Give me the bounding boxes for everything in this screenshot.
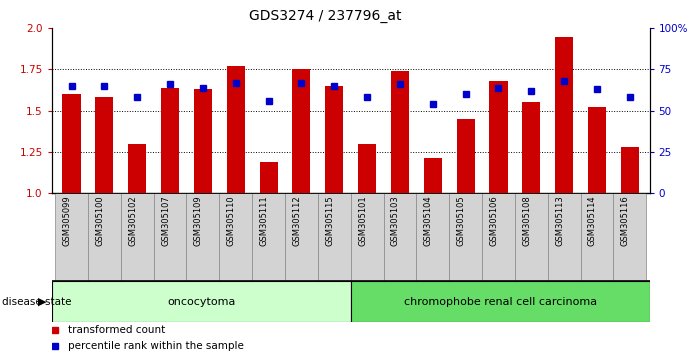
Bar — [62, 94, 81, 193]
Bar — [449, 193, 482, 281]
Bar — [55, 193, 88, 281]
Bar — [555, 36, 573, 193]
Text: GSM305112: GSM305112 — [292, 195, 301, 246]
Bar — [88, 193, 121, 281]
Bar — [580, 193, 614, 281]
Text: GSM305103: GSM305103 — [391, 195, 400, 246]
Bar — [194, 89, 212, 193]
Text: GSM305109: GSM305109 — [194, 195, 203, 246]
Text: transformed count: transformed count — [68, 325, 166, 335]
Bar — [457, 119, 475, 193]
Bar — [384, 193, 417, 281]
Bar — [548, 193, 580, 281]
Bar — [614, 193, 646, 281]
Bar — [358, 144, 376, 193]
Bar — [482, 193, 515, 281]
Text: GSM305105: GSM305105 — [457, 195, 466, 246]
Bar — [95, 97, 113, 193]
Bar — [292, 69, 310, 193]
Text: GSM305104: GSM305104 — [424, 195, 433, 246]
Text: GSM305111: GSM305111 — [260, 195, 269, 246]
Bar — [621, 147, 639, 193]
Text: oncocytoma: oncocytoma — [167, 297, 236, 307]
Bar — [219, 193, 252, 281]
Text: GSM305115: GSM305115 — [325, 195, 334, 246]
Text: GSM305110: GSM305110 — [227, 195, 236, 246]
Bar — [285, 193, 318, 281]
Text: GSM305114: GSM305114 — [588, 195, 597, 246]
Bar — [515, 193, 548, 281]
Text: GDS3274 / 237796_at: GDS3274 / 237796_at — [249, 9, 401, 23]
Bar — [260, 162, 278, 193]
Text: chromophobe renal cell carcinoma: chromophobe renal cell carcinoma — [404, 297, 596, 307]
Bar — [350, 193, 384, 281]
Text: percentile rank within the sample: percentile rank within the sample — [68, 341, 244, 351]
Text: GSM305099: GSM305099 — [62, 195, 72, 246]
Bar — [252, 193, 285, 281]
Bar — [522, 102, 540, 193]
Text: GSM305116: GSM305116 — [621, 195, 630, 246]
Bar — [318, 193, 350, 281]
Bar — [129, 144, 146, 193]
Bar — [391, 71, 409, 193]
Text: GSM305108: GSM305108 — [522, 195, 531, 246]
Bar — [52, 281, 350, 322]
Bar — [161, 87, 179, 193]
Bar — [153, 193, 187, 281]
Text: GSM305107: GSM305107 — [161, 195, 170, 246]
Bar — [325, 86, 343, 193]
Bar — [350, 281, 650, 322]
Text: GSM305101: GSM305101 — [358, 195, 367, 246]
Text: GSM305106: GSM305106 — [489, 195, 498, 246]
Text: ▶: ▶ — [38, 297, 46, 307]
Text: GSM305113: GSM305113 — [555, 195, 564, 246]
Bar — [227, 66, 245, 193]
Text: disease state: disease state — [2, 297, 72, 307]
Text: GSM305100: GSM305100 — [95, 195, 104, 246]
Bar — [417, 193, 449, 281]
Bar — [489, 81, 507, 193]
Bar — [187, 193, 219, 281]
Bar — [588, 107, 606, 193]
Bar — [121, 193, 153, 281]
Bar — [424, 158, 442, 193]
Text: GSM305102: GSM305102 — [129, 195, 138, 246]
